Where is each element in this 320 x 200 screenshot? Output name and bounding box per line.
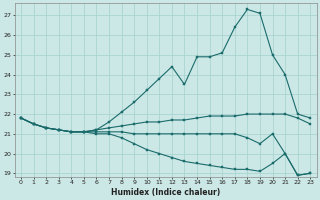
- X-axis label: Humidex (Indice chaleur): Humidex (Indice chaleur): [111, 188, 220, 197]
